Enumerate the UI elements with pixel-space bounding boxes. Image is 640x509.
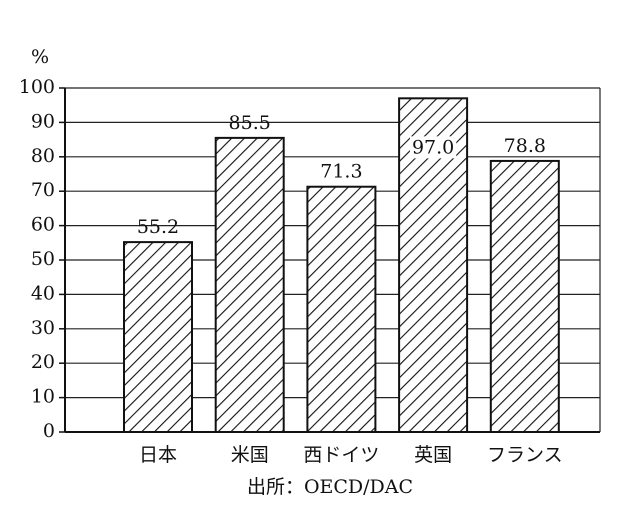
- y-tick-label: 90: [31, 110, 55, 132]
- y-tick-label: 100: [19, 76, 55, 98]
- x-tick-label: 米国: [231, 444, 269, 466]
- bar: [214, 136, 285, 433]
- value-label: 55.2: [137, 216, 179, 238]
- y-tick-label: 0: [43, 420, 55, 442]
- value-label: 78.8: [504, 135, 546, 157]
- y-tick-label: 70: [31, 179, 55, 201]
- y-tick-label: 10: [31, 386, 55, 408]
- y-tick-label: 30: [31, 317, 55, 339]
- x-tick-label: 英国: [414, 444, 452, 466]
- value-label: 97.0: [412, 136, 454, 158]
- value-label: 85.5: [229, 112, 271, 134]
- y-axis-label: %: [31, 46, 49, 68]
- y-tick-label: 60: [31, 214, 55, 236]
- y-tick-label: 20: [31, 351, 55, 373]
- bar: [123, 241, 193, 433]
- value-label: 71.3: [320, 161, 362, 183]
- y-tick-label: 50: [31, 248, 55, 270]
- x-tick-label: 西ドイツ: [303, 444, 379, 466]
- x-tick-label: 日本: [139, 444, 177, 466]
- x-tick-label: フランス: [487, 444, 563, 466]
- bar: [306, 185, 377, 433]
- y-tick-label: 80: [31, 145, 55, 167]
- source-note: 出所：OECD/DAC: [247, 476, 413, 498]
- y-tick-label: 40: [31, 282, 55, 304]
- bar: [489, 159, 560, 433]
- value-label-bg: [409, 136, 457, 159]
